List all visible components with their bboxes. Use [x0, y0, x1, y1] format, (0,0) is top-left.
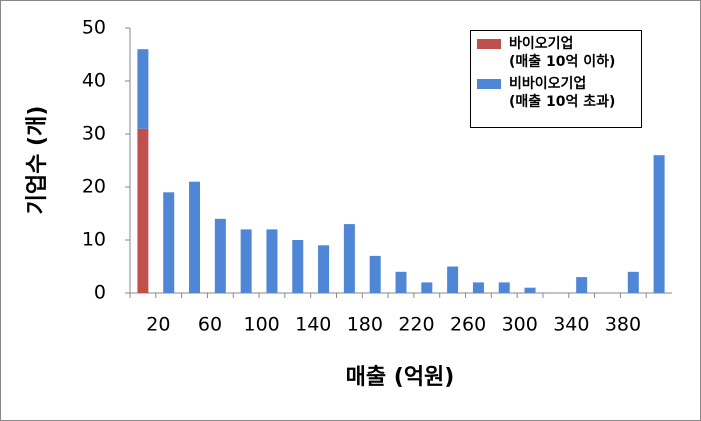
bar: [653, 155, 665, 293]
x-axis-title: 매출 (억원): [346, 365, 455, 390]
bar: [163, 192, 175, 293]
y-axis-title: 기업수 (개): [25, 106, 50, 215]
x-tick-label: 300: [502, 314, 538, 336]
legend-item: 바이오기업 (매출 10억 이하): [477, 35, 635, 71]
y-tick-label: 30: [82, 123, 106, 145]
legend-swatch: [477, 39, 501, 49]
bar: [395, 271, 407, 293]
bar: [240, 229, 252, 293]
bar: [343, 224, 355, 293]
bar: [137, 128, 149, 293]
x-tick-label: 140: [295, 314, 331, 336]
bar: [447, 266, 459, 293]
legend-label: 비바이오기업 (매출 10억 초과): [509, 76, 616, 110]
y-tick-label: 40: [82, 70, 106, 92]
y-tick-label: 0: [94, 282, 106, 304]
bar: [189, 181, 201, 293]
legend-swatch: [477, 79, 501, 89]
x-tick-label: 380: [605, 314, 641, 336]
bar: [627, 271, 639, 293]
x-tick-label: 340: [553, 314, 589, 336]
legend-item: 비바이오기업 (매출 10억 초과): [477, 75, 635, 111]
x-tick-label: 260: [450, 314, 486, 336]
y-tick-label: 10: [82, 229, 106, 251]
x-tick-label: 60: [198, 314, 222, 336]
legend-label: 바이오기업 (매출 10억 이하): [509, 36, 616, 70]
bar: [498, 282, 510, 293]
bar: [524, 287, 536, 293]
x-tick-label: 220: [398, 314, 434, 336]
bar: [576, 277, 588, 293]
y-tick-label: 50: [82, 17, 106, 39]
x-tick-label: 20: [146, 314, 170, 336]
bar: [266, 229, 278, 293]
legend: 바이오기업 (매출 10억 이하) 비바이오기업 (매출 10억 초과): [470, 30, 642, 128]
x-tick-label: 100: [243, 314, 279, 336]
bar: [421, 282, 433, 293]
y-tick-label: 20: [82, 176, 106, 198]
bar: [292, 240, 304, 293]
bar: [214, 218, 226, 293]
bar: [137, 49, 149, 129]
bar: [472, 282, 484, 293]
bar: [318, 245, 330, 293]
x-tick-label: 180: [347, 314, 383, 336]
bar: [369, 255, 381, 293]
